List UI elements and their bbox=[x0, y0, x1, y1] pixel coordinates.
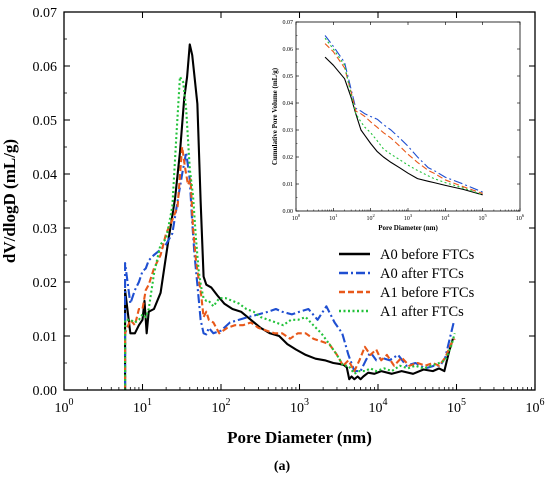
inset-x-tick-label: 102 bbox=[367, 213, 375, 222]
inset-y-tick-label: 0.07 bbox=[283, 20, 294, 26]
main-plot: 100 101 102 103 104 105 1060.000.010.020.030.0… bbox=[0, 6, 545, 447]
inset-series-line-1 bbox=[324, 56, 483, 196]
inset-y-tick-label: 0.00 bbox=[283, 209, 294, 215]
inset-x-tick-label: 100 bbox=[292, 213, 301, 222]
inset-series-line-3 bbox=[324, 43, 483, 194]
inset-y-tick-label: 0.03 bbox=[283, 128, 294, 134]
inset-y-tick-label: 0.02 bbox=[283, 155, 294, 161]
x-tick-exponent: 2 bbox=[226, 397, 231, 408]
inset-x-tick-label: 101 bbox=[329, 213, 337, 222]
inset-x-tick-base: 10 bbox=[292, 216, 298, 222]
y-tick-label: 0.02 bbox=[33, 276, 58, 291]
legend-label-4: A1 after FTCs bbox=[380, 304, 464, 320]
x-tick-label: 105 bbox=[447, 397, 466, 416]
series-line-4 bbox=[124, 75, 456, 390]
y-tick-label: 0.06 bbox=[33, 60, 58, 75]
inset-x-axis-title: Pore Diameter (nm) bbox=[378, 224, 438, 232]
x-tick-exponent: 6 bbox=[540, 397, 545, 408]
inset-y-tick-label: 0.06 bbox=[283, 47, 294, 53]
inset-x-tick-exponent: 4 bbox=[447, 213, 450, 218]
inset-x-tick-label: 104 bbox=[441, 213, 450, 222]
inset-x-tick-label: 106 bbox=[516, 213, 525, 222]
x-tick-label: 100 bbox=[55, 397, 74, 416]
inset-y-tick-label: 0.04 bbox=[283, 101, 294, 107]
y-tick-label: 0.04 bbox=[33, 168, 58, 183]
legend: A0 before FTCs A0 after FTCs A1 before FTC… bbox=[339, 247, 475, 320]
series-line-3 bbox=[124, 145, 456, 390]
inset-plot: 1001011021031041051060.000.010.020.030.0… bbox=[271, 20, 525, 232]
x-tick-label: 106 bbox=[526, 397, 545, 416]
inset-x-tick-exponent: 1 bbox=[335, 213, 337, 218]
inset-x-tick-exponent: 2 bbox=[373, 213, 375, 218]
inset-x-tick-exponent: 6 bbox=[522, 213, 525, 218]
x-tick-exponent: 3 bbox=[304, 397, 309, 408]
inset-x-tick-exponent: 3 bbox=[410, 213, 413, 218]
inset-y-tick-label: 0.01 bbox=[283, 182, 294, 188]
x-tick-base: 10 bbox=[212, 401, 226, 416]
x-tick-base: 10 bbox=[369, 401, 383, 416]
inset-y-axis-title: Cumulative Pore Volume (mL/g) bbox=[271, 67, 279, 165]
x-tick-base: 10 bbox=[133, 401, 147, 416]
y-tick-label: 0.03 bbox=[33, 222, 58, 237]
legend-label-1: A0 before FTCs bbox=[380, 247, 475, 263]
x-axis-title: Pore Diameter (nm) bbox=[227, 428, 372, 447]
x-tick-exponent: 0 bbox=[69, 397, 74, 408]
inset-x-tick-base: 10 bbox=[479, 216, 485, 222]
inset-x-tick-base: 10 bbox=[329, 216, 335, 222]
x-tick-label: 104 bbox=[369, 397, 388, 416]
inset-y-tick-label: 0.05 bbox=[283, 74, 294, 80]
x-tick-label: 101 bbox=[133, 397, 152, 416]
y-tick-label: 0.05 bbox=[33, 114, 58, 129]
x-tick-exponent: 4 bbox=[383, 397, 388, 408]
x-tick-base: 10 bbox=[290, 401, 304, 416]
inset-x-tick-base: 10 bbox=[441, 216, 447, 222]
y-tick-label: 0.01 bbox=[33, 330, 58, 345]
x-tick-label: 103 bbox=[290, 397, 309, 416]
figure-caption: (a) bbox=[274, 459, 291, 474]
inset-x-tick-exponent: 5 bbox=[485, 213, 488, 218]
y-axis-title: dV/dlogD (mL/g) bbox=[0, 139, 19, 263]
y-tick-label: 0.07 bbox=[33, 6, 58, 21]
legend-label-3: A1 before FTCs bbox=[380, 285, 475, 301]
inset-x-tick-label: 103 bbox=[404, 213, 413, 222]
y-tick-label: 0.00 bbox=[33, 384, 58, 399]
inset-plot-area bbox=[296, 22, 520, 211]
x-tick-exponent: 1 bbox=[147, 397, 152, 408]
x-tick-base: 10 bbox=[526, 401, 540, 416]
x-tick-base: 10 bbox=[55, 401, 69, 416]
inset-x-tick-label: 105 bbox=[479, 213, 488, 222]
inset-x-tick-exponent: 0 bbox=[298, 213, 301, 218]
x-tick-label: 102 bbox=[212, 397, 231, 416]
inset-x-tick-base: 10 bbox=[367, 216, 373, 222]
x-tick-base: 10 bbox=[447, 401, 461, 416]
legend-label-2: A0 after FTCs bbox=[380, 266, 464, 282]
series-line-2 bbox=[124, 151, 455, 390]
inset-x-tick-base: 10 bbox=[404, 216, 410, 222]
inset-x-tick-base: 10 bbox=[516, 216, 522, 222]
inset-series-line-4 bbox=[324, 37, 483, 196]
x-tick-exponent: 5 bbox=[461, 397, 466, 408]
